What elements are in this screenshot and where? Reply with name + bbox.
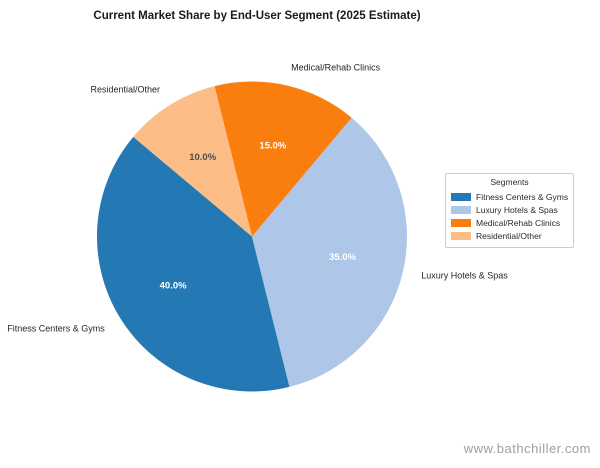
- pie-slice-label-fitness-centers-gyms: Fitness Centers & Gyms: [7, 324, 105, 334]
- pie-slice-luxury-hotels-spas: [252, 117, 408, 387]
- legend-item-label: Residential/Other: [476, 230, 542, 241]
- legend-swatch-icon: [451, 218, 471, 227]
- pie-pct-label-luxury-hotels-spas: 35.0%: [329, 252, 356, 263]
- legend-item-label: Fitness Centers & Gyms: [476, 191, 569, 202]
- legend-item-label: Medical/Rehab Clinics: [476, 217, 561, 228]
- chart-title: Current Market Share by End-User Segment…: [93, 10, 421, 22]
- legend-swatch-icon: [451, 205, 471, 214]
- legend-swatch-icon: [451, 231, 471, 240]
- pie-pct-label-fitness-centers-gyms: 40.0%: [160, 280, 187, 291]
- pie-slice-label-medical-rehab-clinics: Medical/Rehab Clinics: [291, 62, 381, 72]
- legend-item-residential-other: Residential/Other: [451, 229, 568, 242]
- watermark: www.bathchiller.com: [463, 441, 591, 456]
- legend-item-medical-rehab-clinics: Medical/Rehab Clinics: [451, 216, 568, 229]
- legend-swatch-icon: [451, 192, 471, 201]
- pie-slice-label-residential-other: Residential/Other: [90, 84, 160, 94]
- legend-item-fitness-centers-gyms: Fitness Centers & Gyms: [451, 190, 568, 203]
- pie-pct-label-residential-other: 10.0%: [189, 152, 216, 163]
- legend-items: Fitness Centers & Gyms Luxury Hotels & Sp…: [451, 190, 568, 242]
- pie-pct-label-medical-rehab-clinics: 15.0%: [259, 140, 286, 151]
- pie-slice-fitness-centers-gyms: [96, 136, 290, 392]
- legend-item-luxury-hotels-spas: Luxury Hotels & Spas: [451, 203, 568, 216]
- legend-item-label: Luxury Hotels & Spas: [476, 204, 558, 215]
- legend-title: Segments: [490, 177, 529, 187]
- pie-slice-medical-rehab-clinics: [214, 81, 352, 237]
- pie-slice-label-luxury-hotels-spas: Luxury Hotels & Spas: [421, 271, 508, 281]
- legend: Segments Fitness Centers & Gyms Luxury Ho…: [445, 173, 574, 248]
- pie-slice-residential-other: [133, 86, 252, 237]
